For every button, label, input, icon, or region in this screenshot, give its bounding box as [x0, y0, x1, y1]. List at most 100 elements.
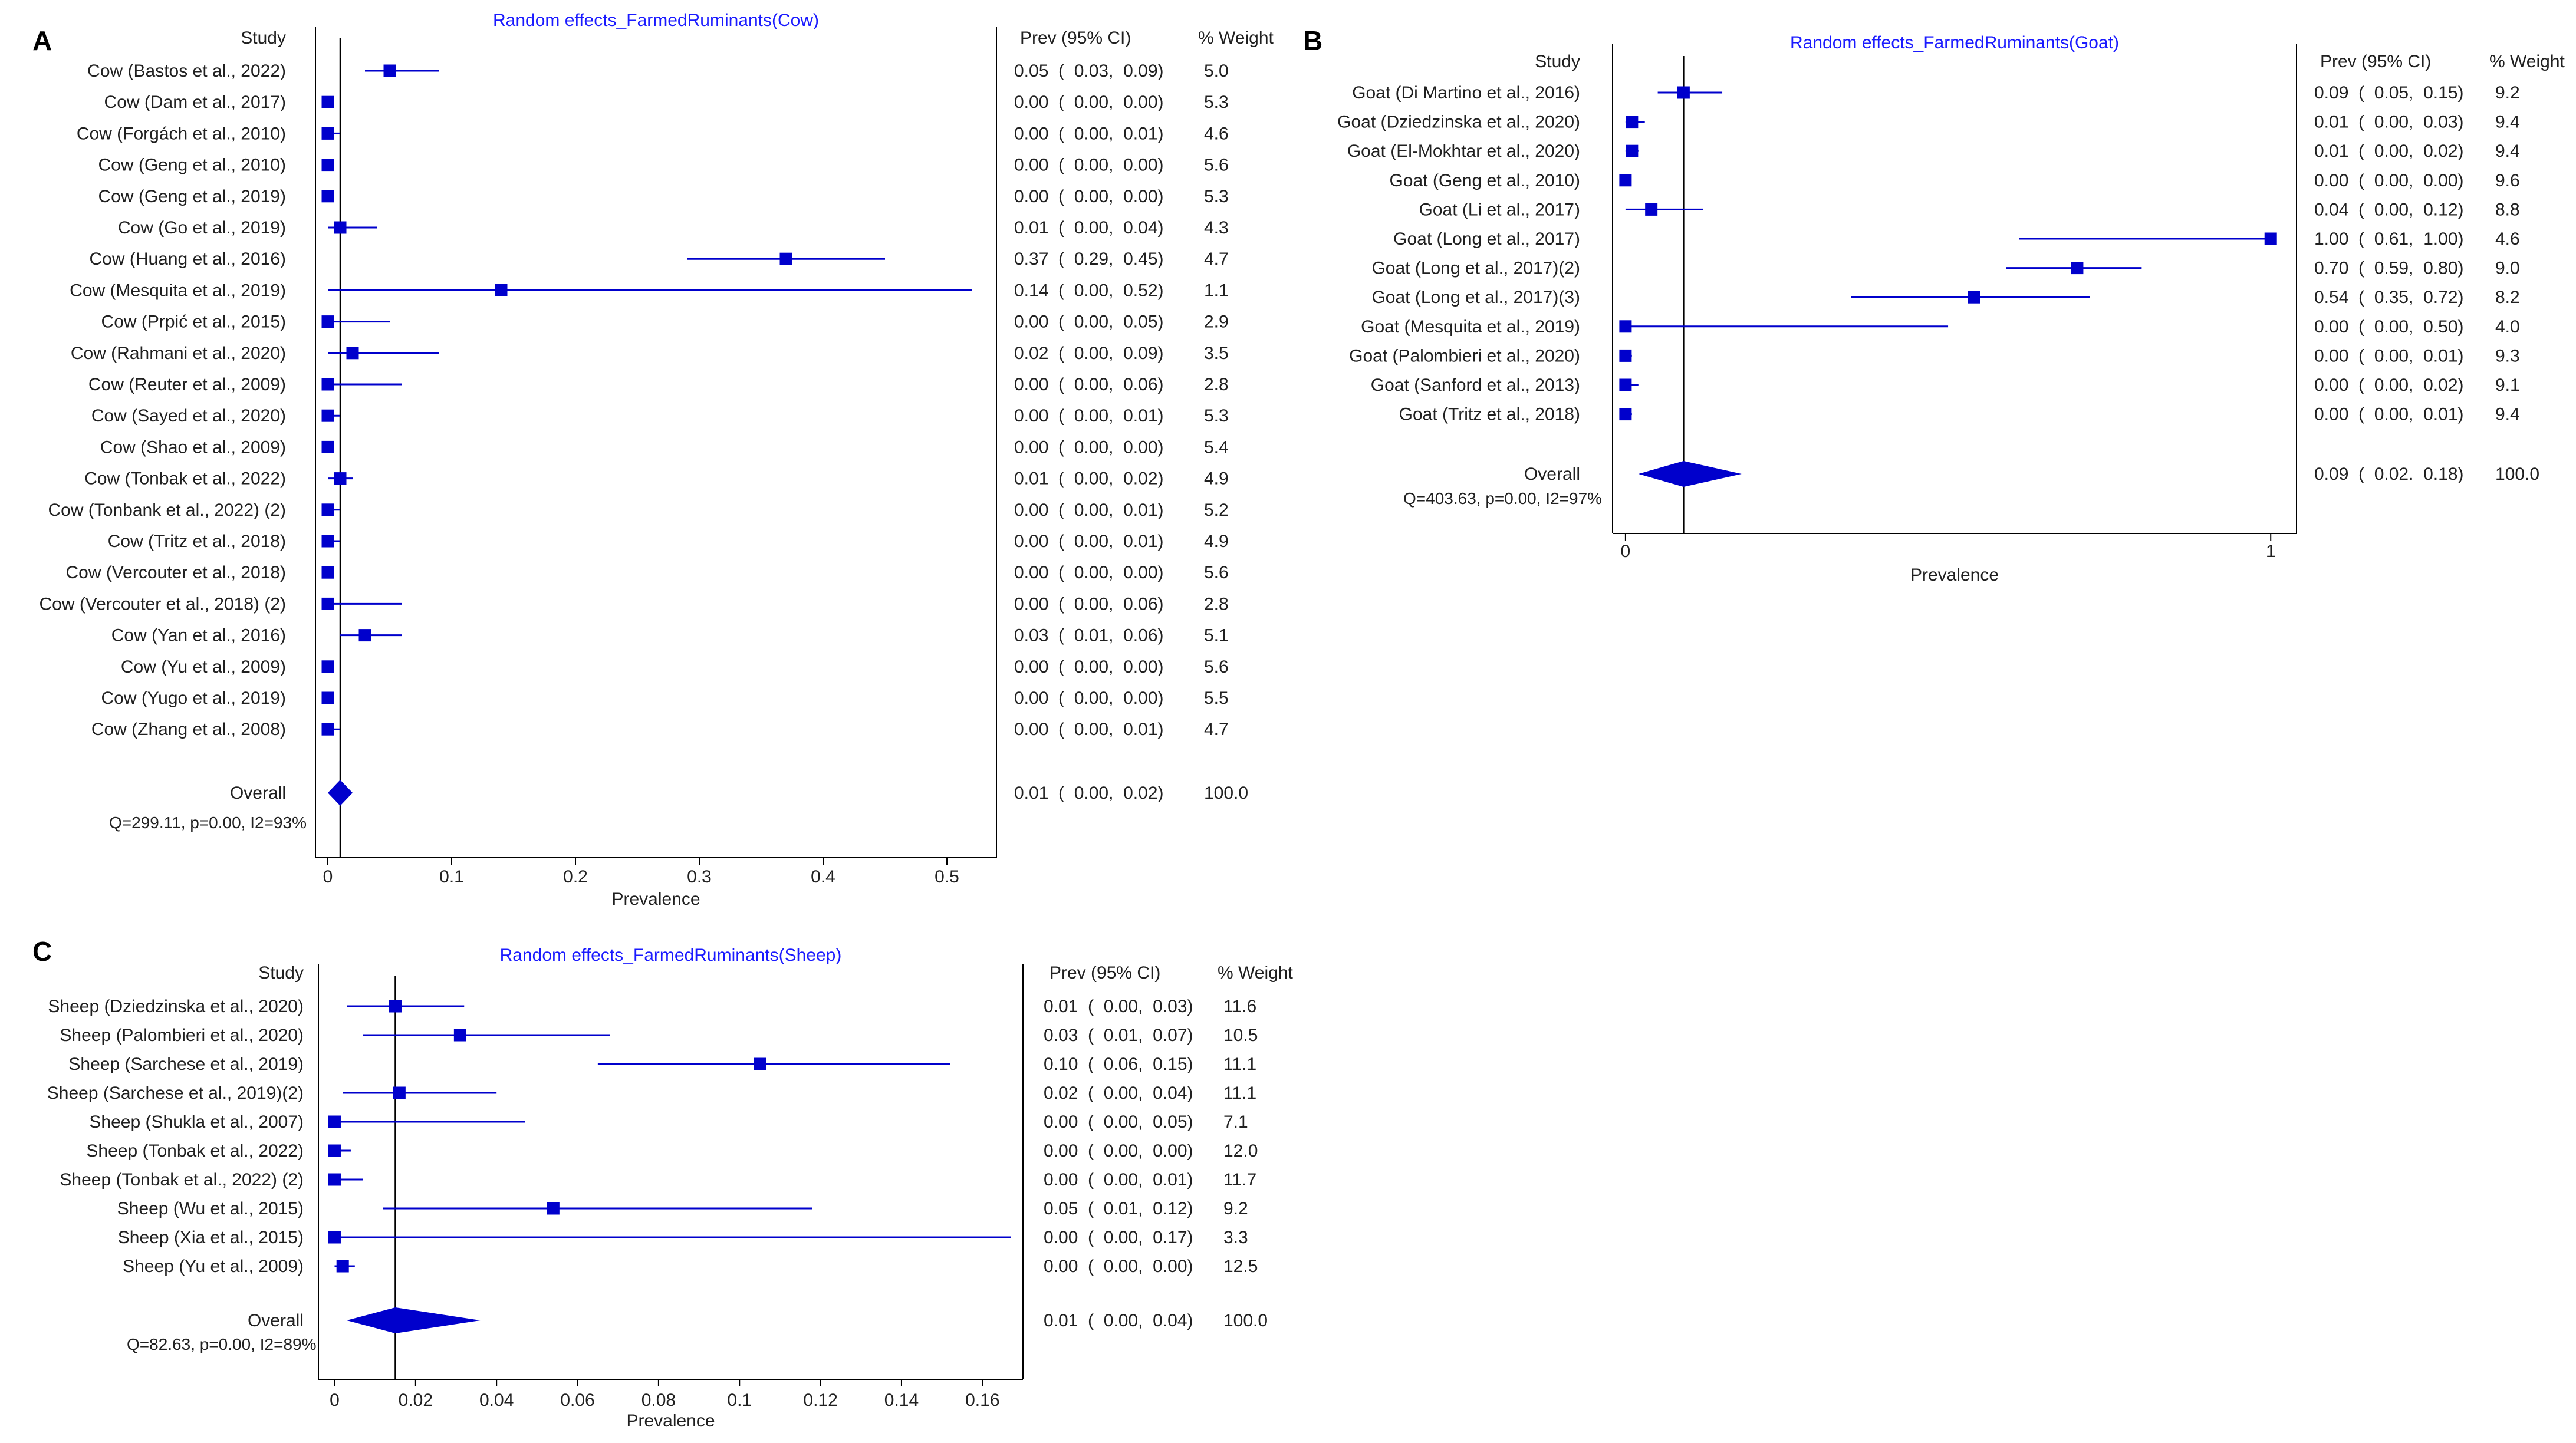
study-row: Goat (Tritz et al., 2018) 0.00 ( 0.00, 0.…: [1399, 405, 2520, 424]
weight-value: 9.4: [2495, 141, 2520, 161]
prevalence-ci-text: 0.00 ( 0.00, 0.00): [1014, 688, 1164, 708]
study-row: Goat (Mesquita et al., 2019) 0.00 ( 0.00,…: [1361, 317, 2520, 337]
weight-value: 9.1: [2495, 375, 2520, 395]
weight-value: 4.7: [1204, 720, 1229, 739]
study-row: Cow (Huang et al., 2016) 0.37 ( 0.29, 0.4…: [89, 249, 1228, 269]
point-estimate-marker: [1619, 408, 1632, 421]
x-tick-label: 0: [330, 1391, 340, 1410]
weight-value: 8.8: [2495, 200, 2520, 219]
weight-value: 5.4: [1204, 437, 1229, 457]
prev-column-header: Prev (95% CI): [1050, 963, 1160, 983]
prevalence-ci-text: 0.00 ( 0.00, 0.17): [1044, 1228, 1193, 1247]
overall-weight-value: 100.0: [2495, 464, 2539, 484]
study-label: Cow (Go et al., 2019): [118, 218, 286, 238]
study-label: Sheep (Tonbak et al., 2022): [86, 1141, 304, 1161]
study-row: Goat (Long et al., 2017) 1.00 ( 0.61, 1.0…: [1393, 229, 2520, 249]
study-row: Sheep (Sarchese et al., 2019)(2) 0.02 ( 0…: [47, 1083, 1256, 1103]
prevalence-ci-text: 0.00 ( 0.00, 0.01): [1044, 1170, 1193, 1190]
point-estimate-marker: [321, 95, 334, 108]
weight-column-header: % Weight: [2489, 52, 2565, 71]
x-tick-label: 0: [323, 867, 333, 887]
panel-label: A: [32, 25, 52, 56]
weight-value: 3.5: [1204, 344, 1229, 363]
prevalence-ci-text: 1.00 ( 0.61, 1.00): [2314, 229, 2464, 249]
x-tick-label: 0.5: [935, 867, 959, 887]
weight-value: 7.1: [1223, 1112, 1248, 1132]
prevalence-ci-text: 0.00 ( 0.00, 0.01): [2314, 405, 2464, 424]
study-row: Cow (Sayed et al., 2020) 0.00 ( 0.00, 0.0…: [91, 406, 1229, 426]
point-estimate-marker: [1626, 116, 1639, 129]
weight-value: 4.7: [1204, 249, 1229, 269]
point-estimate-marker: [321, 159, 334, 172]
study-row: Sheep (Dziedzinska et al., 2020) 0.01 ( 0…: [48, 997, 1256, 1016]
point-estimate-marker: [336, 1260, 349, 1273]
study-row: Cow (Reuter et al., 2009) 0.00 ( 0.00, 0.…: [88, 375, 1229, 394]
weight-value: 11.1: [1223, 1083, 1256, 1103]
prevalence-ci-text: 0.05 ( 0.03, 0.09): [1014, 61, 1164, 81]
overall-diamond: [328, 780, 353, 806]
study-label: Cow (Vercouter et al., 2018): [65, 563, 286, 582]
weight-column-header: % Weight: [1218, 963, 1294, 983]
overall-prevalence-text: 0.09 ( 0.02. 0.18): [2314, 464, 2464, 484]
point-estimate-marker: [321, 597, 334, 610]
study-row: Cow (Mesquita et al., 2019) 0.14 ( 0.00, …: [70, 281, 1229, 300]
prevalence-ci-text: 0.00 ( 0.00, 0.00): [1014, 563, 1164, 582]
overall-prevalence-text: 0.01 ( 0.00, 0.04): [1044, 1311, 1193, 1330]
weight-value: 5.6: [1204, 563, 1229, 582]
study-label: Sheep (Tonbak et al., 2022) (2): [60, 1170, 304, 1190]
prevalence-ci-text: 0.00 ( 0.00, 0.00): [2314, 171, 2464, 190]
study-label: Goat (Long et al., 2017)(3): [1371, 288, 1580, 307]
weight-value: 5.3: [1204, 406, 1229, 426]
study-label: Sheep (Wu et al., 2015): [117, 1199, 304, 1218]
study-label: Cow (Forgách et al., 2010): [77, 124, 286, 143]
study-label: Sheep (Yu et al., 2009): [123, 1257, 304, 1276]
x-tick-label: 0.08: [641, 1391, 676, 1410]
weight-value: 9.3: [2495, 346, 2520, 365]
study-row: Cow (Prpić et al., 2015) 0.00 ( 0.00, 0.0…: [101, 312, 1229, 332]
prevalence-ci-text: 0.00 ( 0.00, 0.06): [1014, 594, 1164, 614]
weight-value: 2.8: [1204, 375, 1229, 394]
study-label: Cow (Reuter et al., 2009): [88, 375, 286, 394]
x-tick-label: 0.06: [560, 1391, 594, 1410]
prevalence-ci-text: 0.01 ( 0.00, 0.02): [2314, 141, 2464, 161]
overall-label: Overall: [248, 1311, 304, 1330]
x-tick-label: 0.12: [803, 1391, 837, 1410]
prevalence-ci-text: 0.02 ( 0.00, 0.09): [1014, 344, 1164, 363]
study-label: Cow (Zhang et al., 2008): [91, 720, 286, 739]
study-row: Sheep (Tonbak et al., 2022) 0.00 ( 0.00, …: [86, 1141, 1258, 1161]
study-row: Sheep (Tonbak et al., 2022) (2) 0.00 ( 0.…: [60, 1170, 1256, 1190]
point-estimate-marker: [328, 1115, 341, 1128]
study-label: Cow (Vercouter et al., 2018) (2): [39, 594, 286, 614]
prev-column-header: Prev (95% CI): [1020, 28, 1131, 48]
prevalence-ci-text: 0.54 ( 0.35, 0.72): [2314, 288, 2464, 307]
point-estimate-marker: [1677, 86, 1690, 99]
prevalence-ci-text: 0.00 ( 0.00, 0.00): [1044, 1141, 1193, 1161]
study-label: Cow (Bastos et al., 2022): [87, 61, 286, 81]
point-estimate-marker: [2264, 232, 2277, 245]
point-estimate-marker: [321, 723, 334, 736]
weight-column-header: % Weight: [1198, 28, 1274, 48]
heterogeneity-stats: Q=403.63, p=0.00, I2=97%: [1403, 489, 1602, 508]
prevalence-ci-text: 0.05 ( 0.01, 0.12): [1044, 1199, 1193, 1218]
overall-label: Overall: [230, 783, 286, 803]
study-label: Goat (Long et al., 2017)(2): [1371, 259, 1580, 278]
study-label: Cow (Tonbank et al., 2022) (2): [48, 500, 286, 520]
study-row: Goat (Palombieri et al., 2020) 0.00 ( 0.0…: [1349, 346, 2520, 365]
weight-value: 4.9: [1204, 469, 1229, 489]
weight-value: 4.6: [2495, 229, 2520, 249]
study-row: Cow (Zhang et al., 2008) 0.00 ( 0.00, 0.0…: [91, 720, 1229, 739]
study-label: Goat (Dziedzinska et al., 2020): [1337, 113, 1580, 132]
study-label: Cow (Yu et al., 2009): [121, 657, 286, 677]
prev-column-header: Prev (95% CI): [2320, 52, 2431, 71]
study-label: Cow (Yan et al., 2016): [111, 626, 286, 645]
study-row: Goat (Long et al., 2017)(3) 0.54 ( 0.35, …: [1371, 288, 2519, 307]
x-tick-label: 0.1: [439, 867, 464, 887]
panel-label: C: [32, 936, 52, 967]
overall-weight-value: 100.0: [1204, 783, 1248, 803]
weight-value: 9.6: [2495, 171, 2520, 190]
x-tick-label: 0.4: [811, 867, 835, 887]
study-row: Goat (El-Mokhtar et al., 2020) 0.01 ( 0.0…: [1347, 141, 2520, 161]
x-axis-label: Prevalence: [611, 889, 700, 909]
prevalence-ci-text: 0.02 ( 0.00, 0.04): [1044, 1083, 1193, 1103]
study-label: Cow (Yugo et al., 2019): [101, 688, 286, 708]
